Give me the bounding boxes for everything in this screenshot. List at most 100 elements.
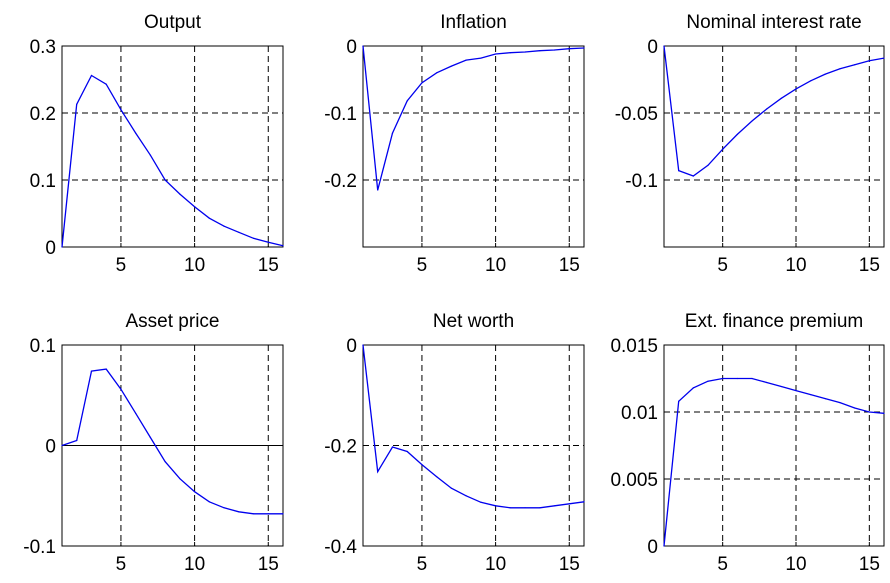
- data-point: [524, 507, 526, 509]
- series-line: [61, 368, 283, 515]
- data-point: [707, 380, 709, 382]
- data-point: [421, 463, 423, 466]
- data-point: [722, 148, 724, 150]
- x-tick-label: 5: [116, 554, 127, 575]
- data-point: [553, 505, 556, 507]
- data-point: [663, 45, 665, 47]
- y-tick-label: 0.01: [621, 403, 658, 424]
- data-point: [391, 446, 394, 448]
- data-point: [436, 476, 438, 478]
- x-tick-label: 15: [559, 554, 580, 575]
- data-point: [149, 436, 151, 439]
- data-point: [267, 241, 269, 243]
- data-point: [90, 74, 93, 77]
- series-line: [362, 45, 585, 191]
- data-point: [539, 50, 541, 52]
- chart-panel-1: 5 10 15 0 0.1 0.2 0.3 Output: [30, 12, 284, 276]
- data-point: [252, 237, 255, 239]
- data-point: [105, 83, 107, 85]
- data-point: [795, 389, 797, 392]
- x-tick-label: 15: [258, 554, 279, 575]
- data-point: [179, 478, 181, 480]
- data-point: [436, 72, 438, 74]
- data-point: [120, 109, 122, 111]
- y-tick-label: 0: [647, 37, 658, 58]
- series-line: [663, 45, 885, 177]
- data-point: [524, 51, 526, 53]
- y-tick-label: 0.3: [30, 37, 56, 58]
- data-point: [692, 175, 694, 177]
- y-tick-label: 0.1: [30, 336, 56, 357]
- chart-title: Asset price: [126, 311, 220, 332]
- series-line: [61, 74, 284, 248]
- x-tick-label: 10: [184, 554, 205, 575]
- data-point: [780, 97, 782, 99]
- plot-area: [61, 45, 284, 248]
- data-point: [678, 170, 680, 172]
- chart-panel-4: 5 10 15 -0.1 0 0.1 Asset price: [23, 311, 284, 575]
- data-point: [868, 411, 870, 413]
- data-point: [252, 513, 255, 515]
- data-point: [450, 487, 452, 489]
- y-tick-label: -0.2: [324, 171, 357, 192]
- data-point: [854, 407, 856, 409]
- x-tick-label: 15: [258, 255, 279, 276]
- y-tick-label: -0.05: [615, 104, 658, 125]
- data-point: [61, 246, 63, 248]
- data-point: [883, 57, 885, 59]
- y-tick-label: 0.2: [30, 104, 56, 125]
- data-point: [678, 400, 680, 402]
- chart-panel-5: 5 10 15 -0.4 -0.2 0 Net worth: [324, 311, 585, 575]
- series-line: [663, 377, 885, 547]
- data-point: [509, 52, 511, 54]
- x-tick-label: 10: [485, 255, 506, 276]
- data-point: [810, 393, 812, 396]
- chart-title: Output: [144, 12, 202, 33]
- data-point: [76, 439, 78, 442]
- data-point: [135, 132, 137, 134]
- data-point: [421, 82, 423, 84]
- y-tick-label: -0.4: [324, 537, 357, 558]
- data-point: [90, 370, 93, 372]
- data-point: [223, 225, 225, 227]
- data-point: [223, 507, 225, 509]
- chart-panel-6: 5 10 15 0 0.005 0.01 0.015 Ext. finance premium: [610, 311, 885, 575]
- chart-title: Nominal interest rate: [686, 12, 861, 33]
- data-point: [883, 412, 885, 414]
- data-point: [149, 154, 151, 156]
- data-point: [824, 398, 826, 400]
- data-point: [61, 444, 63, 447]
- data-point: [282, 245, 284, 247]
- x-tick-label: 10: [485, 554, 506, 575]
- data-point: [495, 53, 497, 55]
- y-tick-label: 0.1: [30, 171, 56, 192]
- data-point: [238, 231, 240, 233]
- data-point: [839, 402, 841, 404]
- x-tick-label: 5: [417, 255, 428, 276]
- x-tick-label: 15: [859, 554, 880, 575]
- data-point: [164, 179, 166, 181]
- data-point: [583, 501, 585, 503]
- data-point: [194, 491, 196, 493]
- x-tick-label: 5: [717, 554, 728, 575]
- y-tick-label: 0: [346, 336, 357, 357]
- data-point: [362, 45, 364, 47]
- x-tick-label: 5: [717, 255, 728, 276]
- series-line: [362, 344, 585, 509]
- x-tick-label: 15: [859, 255, 880, 276]
- x-tick-label: 15: [559, 255, 580, 276]
- data-point: [377, 471, 379, 473]
- data-point: [854, 64, 856, 66]
- data-point: [663, 545, 665, 547]
- data-point: [179, 193, 181, 195]
- data-point: [194, 206, 196, 208]
- plot-area: [663, 344, 885, 547]
- plot-area: [362, 45, 585, 248]
- y-tick-label: 0: [346, 37, 357, 58]
- data-point: [480, 501, 482, 503]
- data-point: [839, 68, 841, 70]
- data-point: [120, 388, 122, 390]
- y-tick-label: 0: [647, 537, 658, 558]
